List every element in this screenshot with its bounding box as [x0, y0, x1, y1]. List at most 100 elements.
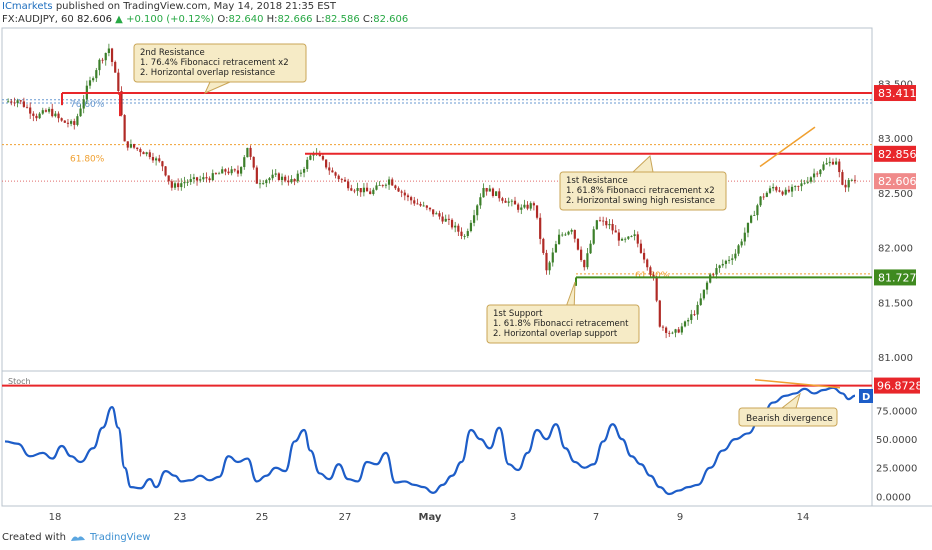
- candle-body: [778, 190, 781, 192]
- stoch-tick-label: 0.0000: [876, 492, 911, 503]
- stoch-tick-label: 50.0000: [876, 435, 917, 446]
- price-chart[interactable]: 76.60%61.80%61.80% 83.50083.00082.50082.…: [0, 0, 932, 530]
- low-value: 82.586: [324, 14, 360, 25]
- candle-body: [101, 59, 104, 61]
- time-tick-label: 9: [677, 512, 683, 523]
- candle-body: [472, 215, 476, 223]
- stoch-label: Stoch: [8, 377, 31, 386]
- candle-body: [51, 108, 54, 117]
- price-tag-badge: [874, 269, 916, 286]
- stoch-pane-frame: [1, 370, 873, 507]
- price-tag-badge: [874, 173, 916, 190]
- candle-body: [753, 215, 756, 216]
- candle-body: [416, 203, 419, 205]
- candle-body: [794, 185, 797, 187]
- candle-body: [16, 100, 19, 104]
- candle-body: [265, 180, 268, 184]
- candle-body: [230, 169, 233, 174]
- candle-body: [287, 180, 290, 183]
- candle-body: [731, 258, 734, 260]
- candle-body: [145, 152, 148, 155]
- candle-body: [117, 72, 120, 92]
- candle-body: [580, 249, 583, 261]
- candle-body: [715, 268, 718, 275]
- candle-body: [25, 106, 29, 108]
- candle-body: [693, 314, 696, 316]
- callout-pointer: [204, 81, 231, 94]
- candle-body: [724, 260, 728, 264]
- candle-body: [510, 200, 513, 202]
- callout-text: 1st Support: [493, 309, 543, 319]
- candle-body: [661, 326, 665, 328]
- candle-body: [202, 177, 205, 180]
- candle-body: [410, 197, 413, 201]
- callout-text: 1st Resistance: [566, 176, 628, 186]
- candle-body: [63, 120, 66, 123]
- candle-body: [384, 184, 388, 186]
- candle-body: [469, 222, 473, 232]
- callout-box: [486, 304, 640, 344]
- candle-body: [680, 326, 683, 333]
- divergence-line: [754, 378, 841, 389]
- candle-body: [479, 197, 482, 206]
- divergence-callout-box: [738, 407, 838, 427]
- candle-body: [356, 188, 359, 191]
- candle-body: [454, 225, 457, 228]
- stoch-level-label: 96.8728: [877, 380, 923, 393]
- candle-body: [296, 173, 299, 182]
- candle-body: [495, 191, 498, 196]
- candle-body: [321, 156, 325, 160]
- candle-body: [658, 300, 661, 327]
- candle-body: [284, 176, 287, 181]
- candle-body: [126, 141, 129, 148]
- stoch-tick-label: 25.0000: [876, 464, 917, 475]
- candle-body: [485, 187, 488, 192]
- candle-body: [432, 209, 435, 215]
- candle-body: [328, 167, 331, 171]
- candle-body: [743, 232, 746, 242]
- candle-body: [325, 159, 328, 168]
- candle-body: [844, 184, 847, 188]
- price-tick-label: 82.500: [878, 189, 913, 200]
- candle-body: [353, 190, 356, 192]
- candle-body: [608, 223, 611, 226]
- candle-body: [435, 213, 438, 215]
- price-tick-label: 81.000: [878, 353, 913, 364]
- candle-body: [828, 161, 831, 164]
- callout-text: 1. 76.4% Fibonacci retracement x2: [140, 58, 289, 68]
- candle-body: [853, 179, 857, 181]
- candle-body: [687, 320, 690, 322]
- candle-body: [652, 274, 655, 278]
- candle-body: [70, 121, 73, 124]
- candle-body: [548, 262, 551, 271]
- d-series-label: D: [862, 392, 870, 403]
- candle-body: [394, 185, 397, 189]
- stoch-tick-label: 75.0000: [876, 407, 917, 418]
- fib-percent-label: 61.80%: [70, 155, 105, 165]
- candle-body: [170, 181, 173, 188]
- candle-body: [246, 147, 249, 158]
- candle-body: [498, 191, 501, 199]
- candle-body: [92, 78, 95, 81]
- divergence-callout-text: Bearish divergence: [746, 414, 833, 424]
- tradingview-brand[interactable]: TradingView: [89, 532, 151, 543]
- candle-body: [44, 110, 48, 112]
- candle-body: [425, 205, 428, 208]
- time-tick-label: 18: [49, 512, 62, 523]
- ohlc-header: FX:AUDJPY, 60 82.606 ▲ +0.100 (+0.12%) O…: [2, 14, 408, 26]
- candle-body: [491, 188, 495, 196]
- candle-body: [526, 204, 529, 209]
- candle-body: [699, 298, 702, 305]
- candle-body: [831, 161, 835, 165]
- candle-body: [816, 173, 819, 175]
- time-tick-label: 23: [174, 512, 187, 523]
- candle-body: [586, 253, 589, 268]
- candle-body: [589, 243, 592, 254]
- candle-body: [784, 189, 787, 195]
- candle-body: [750, 215, 753, 223]
- candle-body: [488, 188, 491, 192]
- publisher-name[interactable]: ICmarkets: [2, 1, 53, 12]
- price-tick-label: 82.000: [878, 244, 913, 255]
- candle-body: [668, 332, 671, 334]
- candle-body: [177, 183, 180, 188]
